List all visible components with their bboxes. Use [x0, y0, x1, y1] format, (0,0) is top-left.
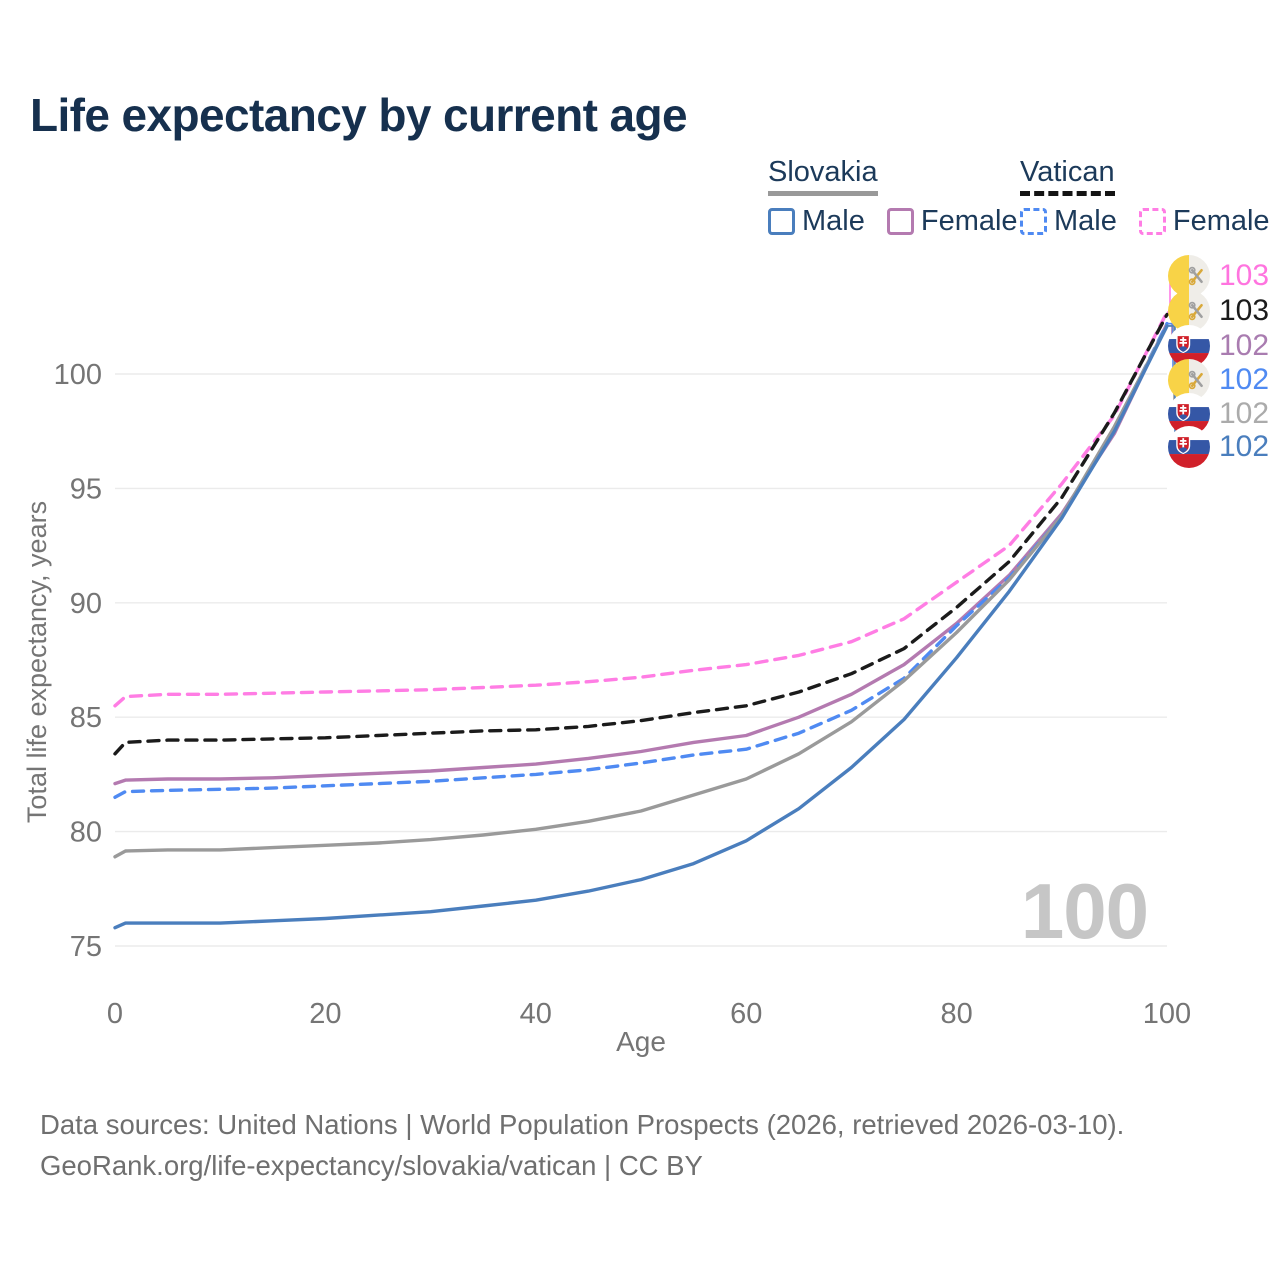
legend-item-vatican-female[interactable]: Female — [1138, 205, 1270, 238]
x-tick-label: 20 — [309, 998, 341, 1030]
legend-item-label: Male — [1054, 205, 1117, 237]
end-label-value: 102 — [1219, 430, 1270, 463]
legend-swatch — [1138, 208, 1166, 235]
vatican-flag-icon — [1168, 290, 1210, 332]
end-label-vatican-male: 102 — [1168, 359, 1269, 401]
x-tick-label: 40 — [520, 998, 552, 1030]
y-tick-label: 75 — [70, 931, 102, 963]
legend-country-slovakia: Slovakia — [768, 156, 878, 196]
legend-group-vatican: Vatican Male Female — [1020, 156, 1272, 238]
legend-swatch — [886, 208, 914, 235]
series-line-slovakia-both-sexes — [113, 324, 1169, 859]
legend: Slovakia Male Female Vatican Male Female — [768, 156, 1272, 238]
y-tick-label: 95 — [70, 473, 102, 505]
series-line-vatican-both-sexes — [113, 312, 1169, 756]
legend-item-slovakia-male[interactable]: Male — [768, 205, 865, 238]
y-tick-label: 80 — [70, 817, 102, 849]
series-line-vatican-female — [113, 310, 1169, 708]
vatican-flag-icon — [1168, 359, 1210, 401]
x-axis-title: Age — [616, 1026, 666, 1057]
vatican-flag-icon — [1168, 255, 1210, 297]
end-label-vatican-female: 103 — [1168, 255, 1269, 297]
page-title: Life expectancy by current age — [30, 89, 688, 141]
legend-country-vatican: Vatican — [1020, 156, 1115, 196]
footer: Data sources: United Nations | World Pop… — [40, 1104, 1124, 1186]
y-tick-label: 85 — [70, 702, 102, 734]
x-tick-label: 60 — [730, 998, 762, 1030]
end-label-value: 102 — [1219, 363, 1270, 396]
legend-item-vatican-male[interactable]: Male — [1020, 205, 1117, 238]
end-label-value: 103 — [1219, 294, 1270, 327]
end-label-value: 102 — [1219, 329, 1270, 362]
x-tick-label: 100 — [1143, 998, 1191, 1030]
x-tick-label: 0 — [107, 998, 123, 1030]
slovakia-flag-icon — [1168, 426, 1210, 468]
footer-sources-line: Data sources: United Nations | World Pop… — [40, 1109, 1125, 1140]
legend-swatch — [768, 208, 795, 235]
y-tick-label: 100 — [54, 359, 102, 391]
legend-group-slovakia: Slovakia Male Female — [768, 156, 1020, 238]
legend-item-label: Male — [802, 205, 865, 237]
slovakia-flag-icon — [1168, 426, 1210, 468]
vatican-flag-icon — [1168, 359, 1210, 401]
vatican-flag-icon — [1168, 290, 1210, 332]
slovakia-flag-icon — [1168, 393, 1210, 435]
age-counter-watermark: 100 — [1020, 867, 1149, 955]
end-label-value: 102 — [1219, 397, 1270, 430]
end-label-slovakia-male: 102 — [1168, 426, 1269, 468]
legend-item-label: Female — [920, 205, 1018, 237]
series-line-vatican-male — [113, 322, 1169, 799]
footer-attribution-line: GeoRank.org/life-expectancy/slovakia/vat… — [40, 1150, 703, 1181]
end-label-value: 103 — [1219, 259, 1270, 292]
legend-item-label: Female — [1172, 205, 1270, 237]
slovakia-flag-icon — [1168, 393, 1210, 435]
legend-swatch — [1020, 208, 1047, 235]
end-label-vatican-both-sexes: 103 — [1168, 290, 1269, 332]
series-line-slovakia-male — [113, 324, 1169, 930]
y-tick-label: 90 — [70, 588, 102, 620]
y-axis-title: Total life expectancy, years — [22, 501, 52, 823]
vatican-flag-icon — [1168, 255, 1210, 297]
end-label-slovakia-both-sexes: 102 — [1168, 393, 1269, 435]
x-tick-label: 80 — [940, 998, 972, 1030]
series-line-slovakia-female — [113, 322, 1169, 786]
legend-item-slovakia-female[interactable]: Female — [886, 205, 1018, 238]
